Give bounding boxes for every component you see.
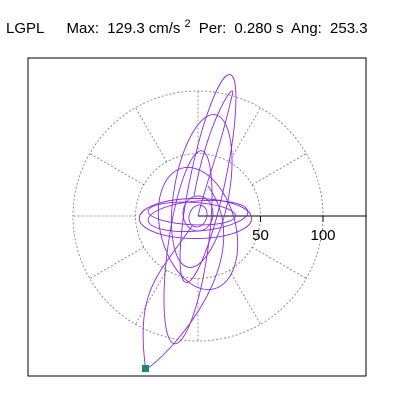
grid-spoke-150 [89,153,145,186]
trace-tail [142,225,193,369]
ang-label: Ang: [290,20,322,37]
radial-axis: 50 100 [198,215,367,244]
plot-frame [27,57,367,377]
grid-spoke-330 [251,246,307,279]
max-value: 129.3 [107,20,145,37]
station-code: LGPL [6,20,45,37]
radial-tick-label-50: 50 [252,227,269,244]
trace-loop-0 [138,198,253,239]
motion-trace [138,74,253,369]
end-marker-group [142,365,149,372]
per-label: Per: [198,20,227,37]
ang-value: 253.3 [330,20,368,37]
grid-spoke-120 [135,107,168,163]
end-marker [142,365,149,372]
max-unit: cm/s 2 [148,18,191,37]
grid-spoke-240 [135,269,168,325]
chart-header: LGPL Max: 129.3 cm/s 2 Per: 0.280 s Ang: 2… [6,18,372,37]
trace-loop-6 [157,166,239,291]
trace-loop-7 [182,195,214,232]
trace-loop-4 [179,74,237,283]
grid-spoke-300 [228,269,261,325]
grid-spoke-210 [89,246,145,279]
radial-tick-label-100: 100 [310,227,335,244]
trace-loop-3 [171,114,233,268]
trace-tail-2 [147,185,225,369]
per-value: 0.280 s [234,20,284,37]
trace-loop-8 [188,204,208,228]
trace-top-loop [193,90,234,217]
grid-spoke-30 [251,153,307,186]
max-label: Max: [66,20,100,37]
grid-spoke-60 [228,107,261,163]
trace-loop-5 [163,150,213,345]
